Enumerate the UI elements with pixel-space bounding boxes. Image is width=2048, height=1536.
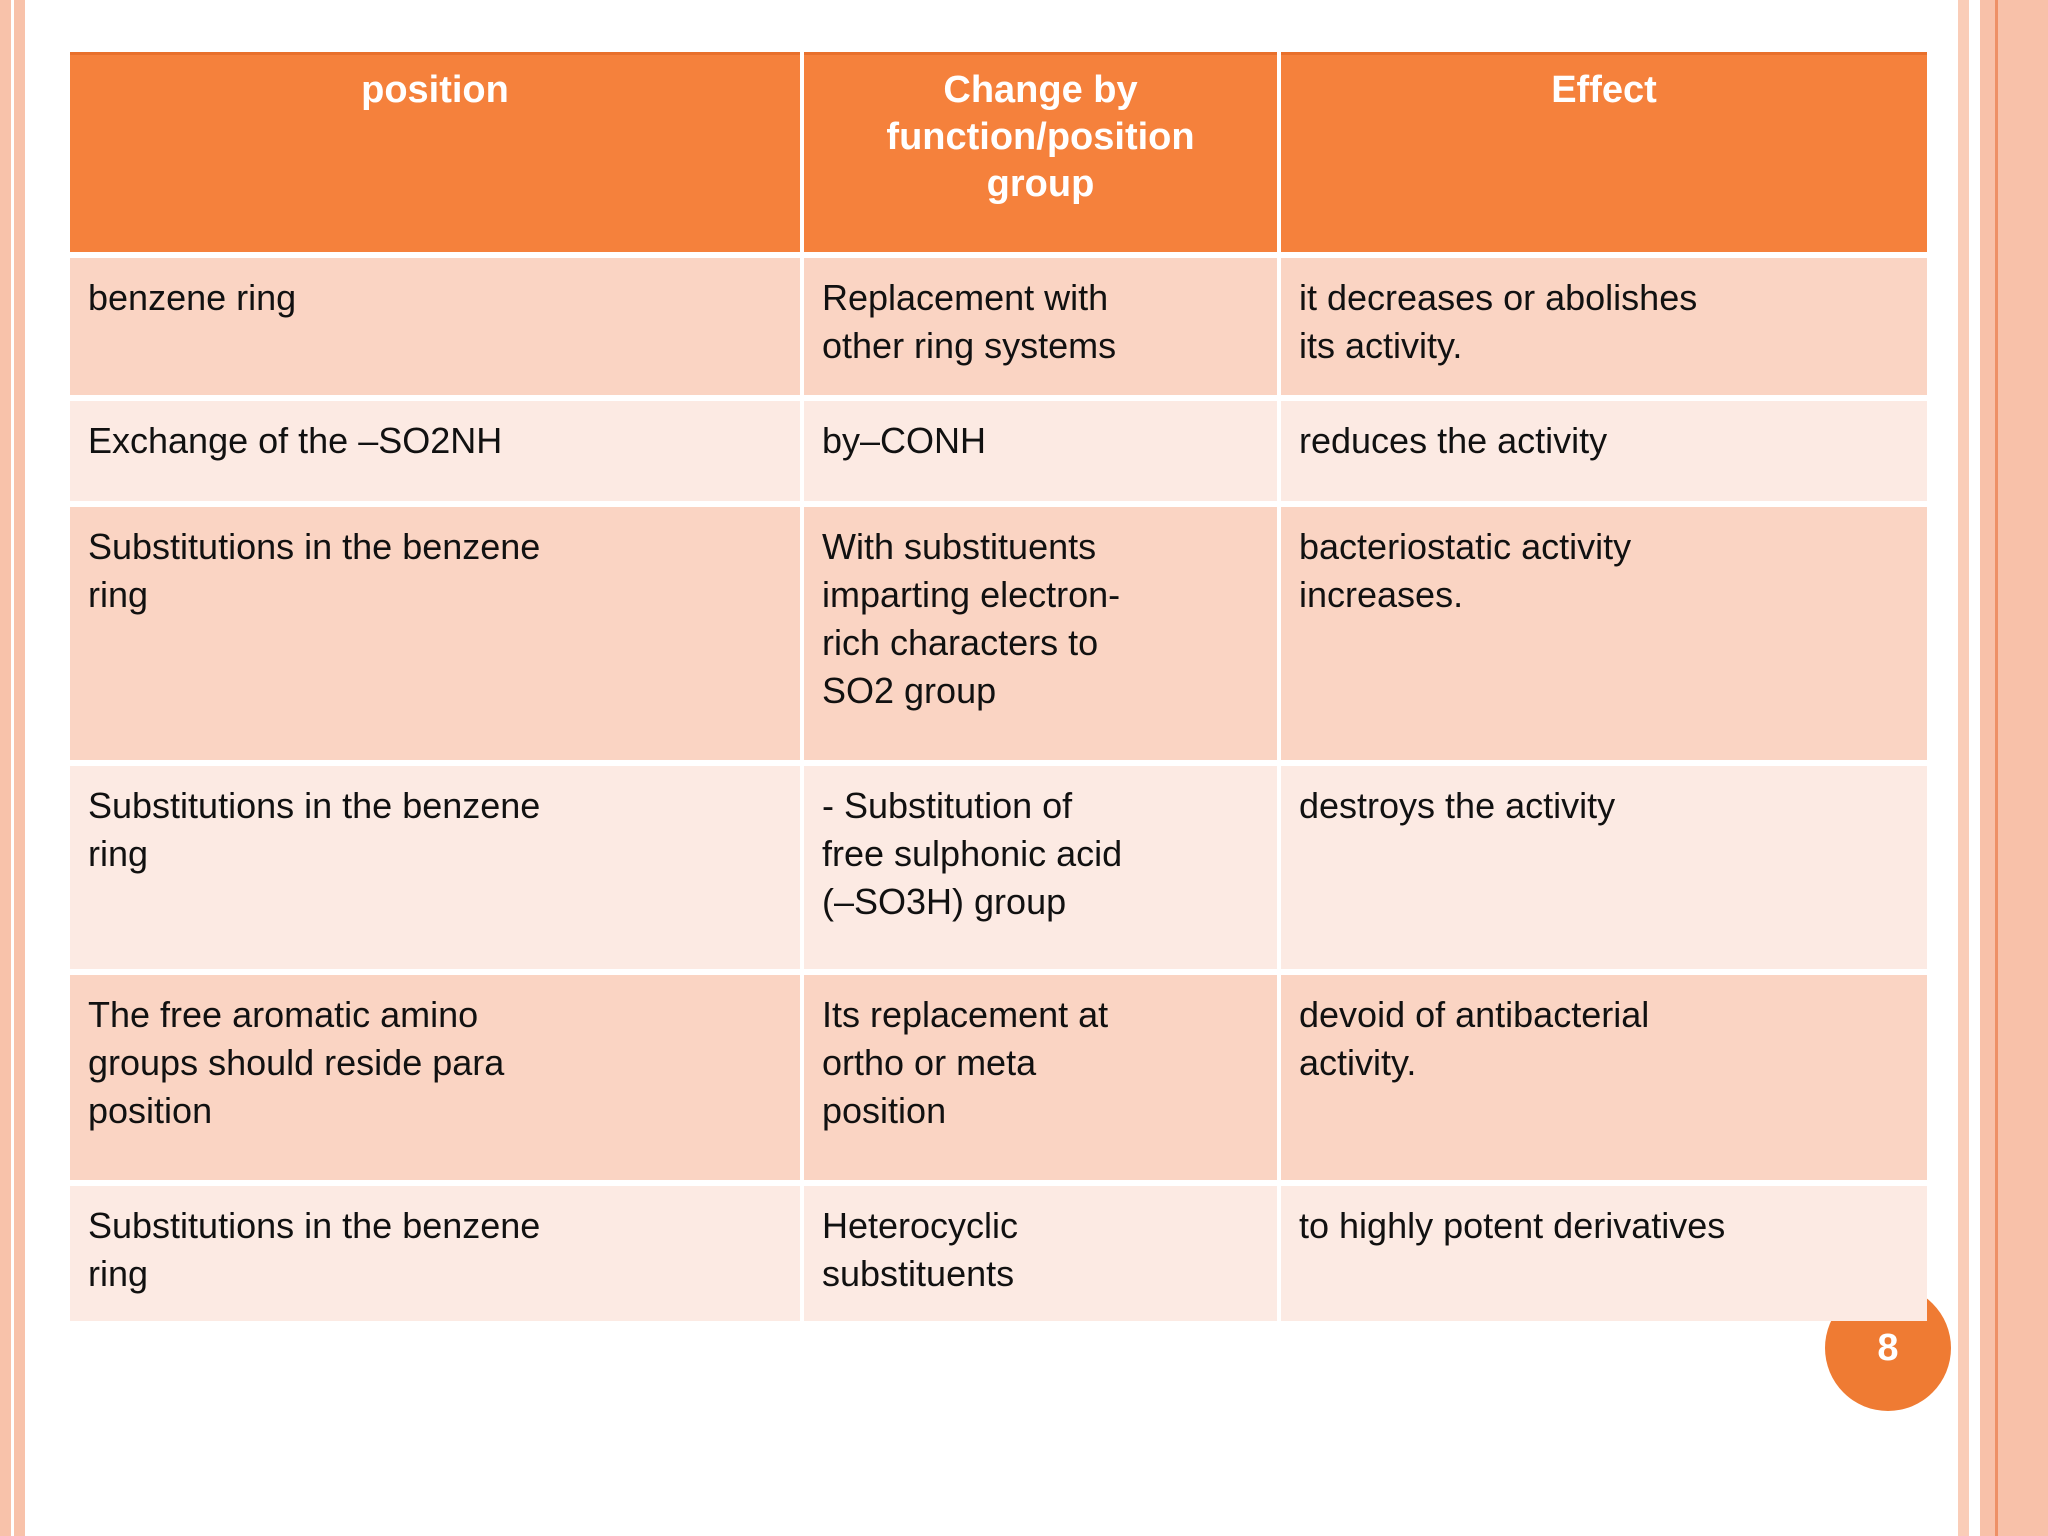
table-cell: Its replacement at ortho or meta positio…	[804, 975, 1277, 1180]
sar-table: position Change by function/position gro…	[70, 52, 1927, 1321]
table-cell: to highly potent derivatives	[1281, 1186, 1927, 1321]
table-cell: - Substitution of free sulphonic acid (–…	[804, 766, 1277, 969]
right-border-stripe-inner	[1958, 0, 1969, 1536]
page-number: 8	[1877, 1326, 1899, 1369]
column-header-position: position	[70, 52, 800, 252]
column-header-effect: Effect	[1281, 52, 1927, 252]
table-cell: bacteriostatic activity increases.	[1281, 507, 1927, 760]
right-border-band	[1980, 0, 2048, 1536]
table-cell: devoid of antibacterial activity.	[1281, 975, 1927, 1180]
table-cell: Substitutions in the benzene ring	[70, 1186, 800, 1321]
table-cell: Heterocyclic substituents	[804, 1186, 1277, 1321]
table-cell: destroys the activity	[1281, 766, 1927, 969]
table-cell: by–CONH	[804, 401, 1277, 501]
table-cell: Exchange of the –SO2NH	[70, 401, 800, 501]
table-cell: reduces the activity	[1281, 401, 1927, 501]
right-border-accent-line	[1995, 0, 1998, 1536]
table-cell: Substitutions in the benzene ring	[70, 507, 800, 760]
column-header-change: Change by function/position group	[804, 52, 1277, 252]
left-border-stripe-inner	[14, 0, 25, 1536]
table-cell: benzene ring	[70, 258, 800, 395]
left-border-stripe-outer	[0, 0, 11, 1536]
table-cell: The free aromatic amino groups should re…	[70, 975, 800, 1180]
table-cell: it decreases or abolishes its activity.	[1281, 258, 1927, 395]
table-cell: With substituents imparting electron- ri…	[804, 507, 1277, 760]
table-cell: Replacement with other ring systems	[804, 258, 1277, 395]
table-cell: Substitutions in the benzene ring	[70, 766, 800, 969]
